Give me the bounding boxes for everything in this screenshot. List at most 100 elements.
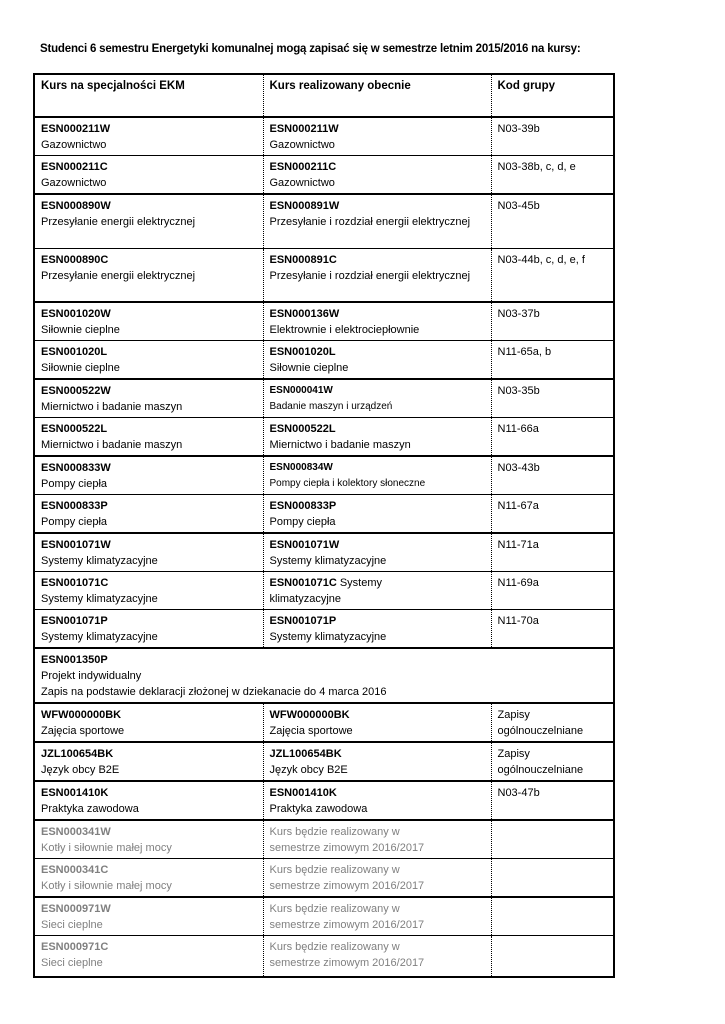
course-name: Miernictwo i badanie maszyn: [41, 439, 183, 451]
group-code-cell: [490, 896, 615, 936]
current-course-cell: ESN001410K Praktyka zawodowa: [262, 780, 492, 821]
course-note-line: Kurs będzie realizowany w: [269, 941, 400, 953]
ekm-course-cell: ESN001071P Systemy klimatyzacyjne: [33, 609, 264, 649]
column-header-current-course: Kurs realizowany obecnie: [262, 73, 492, 118]
ekm-course-cell: ESN000833P Pompy ciepła: [33, 494, 264, 534]
ekm-course-cell: ESN000890C Przesyłanie energii elektryczn…: [33, 247, 264, 303]
merged-info-row: ESN001350P Projekt indywidualny Zapis na p…: [33, 647, 615, 704]
ekm-course-cell: ESN001020W Siłownie cieplne: [33, 301, 264, 341]
course-note-line: semestrze zimowym 2016/2017: [269, 957, 425, 969]
course-code: ESN000833W: [41, 462, 111, 474]
course-name: Siłownie cieplne: [269, 362, 349, 374]
course-code: ESN001020L: [41, 346, 108, 358]
group-code-cell: N03-37b: [490, 301, 615, 341]
course-name: Pompy ciepła: [269, 516, 336, 528]
course-name: Systemy klimatyzacyjne: [269, 631, 387, 643]
course-name: Gazownictwo: [269, 139, 335, 151]
current-course-cell: WFW000000BK Zajęcia sportowe: [262, 702, 492, 743]
course-name: Sieci cieplne: [41, 919, 103, 931]
course-code: ESN000211W: [41, 123, 111, 135]
course-name: Praktyka zawodowa: [269, 803, 368, 815]
course-note-line: Kurs będzie realizowany w: [269, 864, 400, 876]
current-course-cell: ESN000136W Elektrownie i elektrociepłowni…: [262, 301, 492, 341]
course-name: Systemy klimatyzacyjne: [269, 555, 387, 567]
course-row: ESN000833W Pompy ciepła ESN000834W Pompy ci…: [33, 455, 615, 495]
course-code: ESN000522W: [41, 385, 111, 397]
ekm-course-cell: ESN000211W Gazownictwo: [33, 116, 264, 156]
course-name: Badanie maszyn i urządzeń: [269, 401, 393, 412]
current-course-cell: ESN000834W Pompy ciepła i kolektory słone…: [262, 455, 492, 495]
course-row: ESN000211W Gazownictwo ESN000211W Gazownict…: [33, 116, 615, 156]
course-code: ESN000211C: [269, 161, 337, 173]
course-code: ESN000522L: [269, 423, 336, 435]
group-code-cell: N03-39b: [490, 116, 615, 156]
course-name: klimatyzacyjne: [269, 593, 342, 605]
ekm-course-cell: ESN000341C Kotły i siłownie małej mocy: [33, 858, 264, 898]
course-code: ESN001350P: [41, 654, 108, 666]
course-note-line: semestrze zimowym 2016/2017: [269, 919, 425, 931]
group-code-cell: N11-65a, b: [490, 340, 615, 380]
current-course-cell: ESN001071P Systemy klimatyzacyjne: [262, 609, 492, 649]
course-row: ESN001410K Praktyka zawodowa ESN001410K Pra…: [33, 780, 615, 821]
course-name: Przesyłanie i rozdział energii elektrycz…: [269, 269, 471, 282]
unavailable-course-row: ESN000971W Sieci cieplne Kurs będzie reali…: [33, 896, 615, 936]
course-name: Systemy klimatyzacyjne: [41, 631, 158, 643]
group-code-cell: N11-69a: [490, 571, 615, 610]
course-code: ESN000211C: [41, 161, 108, 173]
course-row: ESN000890C Przesyłanie energii elektryczn…: [33, 247, 615, 303]
course-note-line: Kurs będzie realizowany w: [269, 903, 400, 915]
course-code-line: ESN001071C Systemy: [269, 577, 383, 589]
current-course-cell: ESN000891C Przesyłanie i rozdział energii…: [262, 247, 492, 303]
course-row: ESN000833P Pompy ciepła ESN000833P Pompy ci…: [33, 494, 615, 534]
course-code: ESN000136W: [269, 308, 340, 320]
course-name: Pompy ciepła: [41, 478, 108, 490]
course-note-line: semestrze zimowym 2016/2017: [269, 842, 425, 854]
column-header-ekm-course: Kurs na specjalności EKM: [33, 73, 264, 118]
group-code-cell: N03-45b: [490, 193, 615, 249]
unavailable-course-row: ESN000341C Kotły i siłownie małej mocy Kur…: [33, 858, 615, 898]
group-code-cell: N03-38b, c, d, e: [490, 155, 615, 195]
course-row: JZL100654BK Język obcy B2E JZL100654BK Języ…: [33, 741, 615, 782]
course-row: ESN000211C Gazownictwo ESN000211C Gazownict…: [33, 155, 615, 195]
course-row: ESN000890W Przesyłanie energii elektryczn…: [33, 193, 615, 249]
course-code: ESN001410K: [269, 787, 337, 799]
course-name: Miernictwo i badanie maszyn: [41, 401, 183, 413]
ekm-course-cell: ESN001071C Systemy klimatyzacyjne: [33, 571, 264, 610]
course-code: ESN000522L: [41, 423, 108, 435]
course-name: Przesyłanie i rozdział energii elektrycz…: [269, 216, 471, 228]
ekm-course-cell: ESN000890W Przesyłanie energii elektryczn…: [33, 193, 264, 249]
current-course-cell: JZL100654BK Język obcy B2E: [262, 741, 492, 782]
ekm-course-cell: ESN001410K Praktyka zawodowa: [33, 780, 264, 821]
course-name: Systemy klimatyzacyjne: [41, 593, 158, 605]
document-title: Studenci 6 semestru Energetyki komunalne…: [40, 43, 581, 55]
course-row: ESN000522L Miernictwo i badanie maszyn ESN…: [33, 417, 615, 457]
group-code-cell: Zapisy ogólnouczelniane: [490, 702, 615, 743]
ekm-course-cell: ESN000522W Miernictwo i badanie maszyn: [33, 378, 264, 418]
course-name: Systemy klimatyzacyjne: [41, 555, 158, 567]
ekm-course-cell: ESN001020L Siłownie cieplne: [33, 340, 264, 380]
ekm-course-cell: ESN000971W Sieci cieplne: [33, 896, 264, 936]
course-code: ESN001071W: [41, 539, 111, 551]
course-code: ESN000341W: [41, 826, 111, 838]
current-course-cell: ESN000833P Pompy ciepła: [262, 494, 492, 534]
course-name: Zajęcia sportowe: [41, 725, 125, 737]
course-row: ESN001020L Siłownie cieplne ESN001020L Siło…: [33, 340, 615, 380]
course-name: Przesyłanie energii elektrycznej: [41, 269, 196, 282]
course-name: Elektrownie i elektrociepłownie: [269, 324, 420, 336]
course-name: Zajęcia sportowe: [269, 725, 353, 737]
course-name: Gazownictwo: [41, 139, 107, 151]
course-code: ESN000971W: [41, 903, 111, 915]
group-code-cell: Zapisy ogólnouczelniane: [490, 741, 615, 782]
header-row: Kurs na specjalności EKM Kurs realizowan…: [33, 73, 615, 118]
merged-course-cell: ESN001350P Projekt indywidualny Zapis na p…: [33, 647, 615, 704]
group-code-cell: [490, 858, 615, 898]
course-code: ESN001071W: [269, 539, 340, 551]
course-code: ESN000890W: [41, 200, 111, 212]
group-code-cell: N03-44b, c, d, e, f: [490, 247, 615, 303]
course-code: ESN000971C: [41, 941, 109, 953]
course-row: ESN001020W Siłownie cieplne ESN000136W Elek…: [33, 301, 615, 341]
course-row: ESN000522W Miernictwo i badanie maszyn ESN…: [33, 378, 615, 418]
course-code: ESN001020W: [41, 308, 111, 320]
ekm-course-cell: ESN000833W Pompy ciepła: [33, 455, 264, 495]
current-course-cell: ESN000522L Miernictwo i badanie maszyn: [262, 417, 492, 457]
